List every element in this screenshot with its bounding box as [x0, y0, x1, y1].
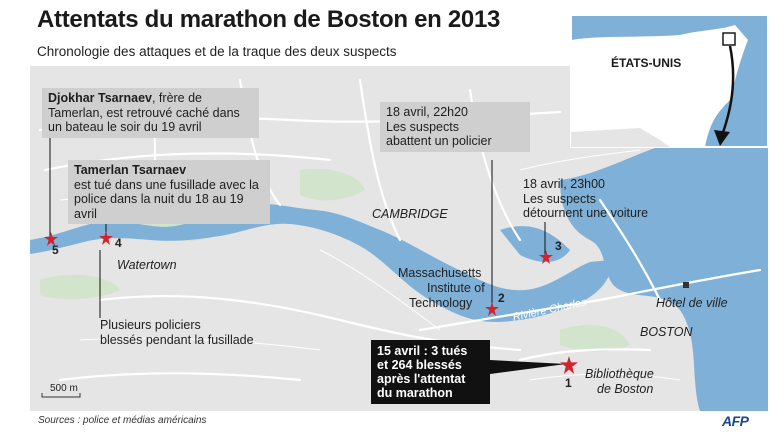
callout-tamerlan-name: Tamerlan Tsarnaev [74, 163, 187, 177]
callout-attentat-line2: et 264 blessés [377, 358, 462, 372]
page-title: Attentats du marathon de Boston en 2013 [37, 6, 501, 33]
callout-voiture-line3: détournent une voiture [523, 206, 649, 220]
callout-djokhar: Djokhar Tsarnaev, frère de Tamerlan, est… [42, 88, 259, 138]
callout-djokhar-text: , frère de Tamerlan, est retrouvé caché … [48, 91, 240, 134]
marker-1 [560, 356, 578, 374]
inset-arrow-head [714, 130, 730, 146]
marker-number-5: 5 [52, 243, 59, 257]
callout-attentat-line1: 15 avril : 3 tués [377, 344, 468, 358]
callout-tamerlan-text: est tué dans une fusillade avec la polic… [74, 177, 259, 221]
callout-attentat: 15 avril : 3 tués et 264 blessés après l… [371, 340, 490, 404]
inset-boston-box [722, 32, 736, 46]
charles-river [30, 203, 611, 322]
callout-blesses: Plusieurs policiers blessés pendant la f… [100, 318, 290, 347]
callout-policier-line3: abattent un policier [386, 134, 492, 148]
callout-attentat-line3: après l'attentat [377, 372, 466, 386]
callout-blesses-line2: blessés pendant la fusillade [100, 332, 254, 347]
park-area [560, 325, 630, 352]
park-area [300, 168, 365, 201]
marker-number-1: 1 [565, 376, 572, 390]
scale-bar [41, 393, 81, 398]
marker-5 [44, 232, 58, 246]
callout-djokhar-name: Djokhar Tsarnaev [48, 91, 152, 105]
harbor-water [560, 130, 768, 411]
callout-tamerlan: Tamerlan Tsarnaev est tué dans une fusil… [68, 160, 270, 224]
place-hotel-de-ville: Hôtel de ville [656, 296, 728, 310]
callout-1-pointer [490, 360, 566, 374]
callout-voiture-line2: Les suspects [523, 191, 596, 206]
place-mit-line1: Massachusetts [398, 266, 482, 280]
marker-number-4: 4 [115, 236, 122, 250]
hotel-de-ville-marker [683, 282, 689, 288]
place-bibliotheque-line2: de Boston [597, 382, 654, 396]
inset-country-label: ÉTATS-UNIS [611, 56, 682, 70]
callout-attentat-line4: du marathon [377, 386, 453, 400]
page-subtitle: Chronologie des attaques et de la traque… [37, 44, 397, 59]
callout-policier: 18 avril, 22h20 Les suspects abattent un… [380, 102, 530, 152]
callout-policier-date: 18 avril, 22h20 [386, 105, 469, 119]
place-bibliotheque-line1: Bibliothèque [585, 367, 654, 381]
place-mit-line2: Institute of [427, 281, 485, 295]
place-watertown: Watertown [117, 258, 177, 272]
inset-usa-land [571, 25, 748, 147]
marker-3 [539, 250, 553, 264]
inset-arrow [720, 45, 735, 136]
marker-4 [99, 231, 113, 245]
source-note: Sources : police et médias américains [38, 415, 207, 426]
afp-logo: AFP [722, 413, 749, 429]
callout-voiture-date: 18 avril, 23h00 [523, 177, 606, 191]
callout-policier-line2: Les suspects [386, 119, 459, 134]
callout-blesses-line1: Plusieurs policiers [100, 318, 201, 332]
marker-2 [485, 302, 499, 316]
callout-voiture: 18 avril, 23h00 Les suspects détournent … [523, 177, 688, 221]
place-boston: BOSTON [640, 325, 693, 339]
place-mit-line3: Technology [409, 296, 473, 310]
place-cambridge: CAMBRIDGE [372, 207, 448, 221]
marker-number-2: 2 [498, 291, 505, 305]
marker-number-3: 3 [555, 239, 562, 253]
scale-label: 500 m [50, 383, 78, 394]
